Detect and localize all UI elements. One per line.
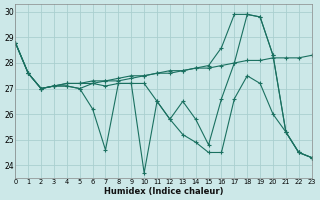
X-axis label: Humidex (Indice chaleur): Humidex (Indice chaleur) — [104, 187, 223, 196]
